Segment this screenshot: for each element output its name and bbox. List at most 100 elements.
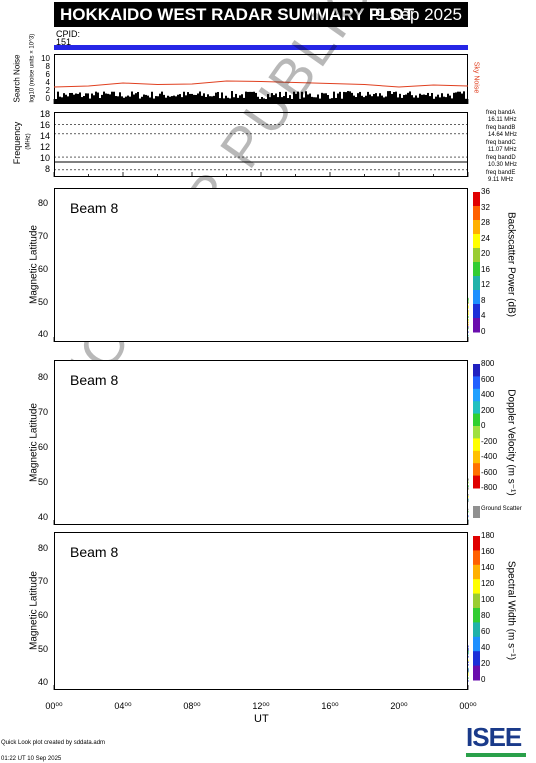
search-noise-bar — [61, 97, 63, 103]
colorbar-segment — [473, 290, 480, 305]
search-noise-bar — [339, 91, 341, 103]
search-noise-bar — [293, 91, 295, 103]
search-noise-bar — [449, 95, 451, 103]
search-noise-bar — [305, 91, 307, 103]
colorbar-tick-label: 0 — [481, 327, 485, 336]
colorbar-segment — [473, 579, 480, 595]
colorbar-tick-label: 140 — [481, 563, 494, 572]
search-noise-bar — [323, 93, 325, 103]
search-noise-bar — [423, 94, 425, 103]
search-noise-bar — [149, 97, 151, 103]
frequency-tick-label: 14 — [30, 131, 50, 141]
noise-tick-label: 6 — [30, 70, 50, 79]
search-noise-bar — [103, 91, 105, 103]
search-noise-bar — [177, 94, 179, 103]
colorbar-tick-label: 16 — [481, 265, 490, 274]
search-noise-bar — [227, 97, 229, 103]
colorbar-segment — [473, 318, 480, 333]
search-noise-bar — [159, 93, 161, 103]
colorbar-segment — [473, 234, 480, 249]
search-noise-bar — [185, 95, 187, 103]
search-noise-bar — [77, 93, 79, 103]
search-noise-bar — [239, 95, 241, 103]
search-noise-bar — [181, 97, 183, 103]
search-noise-bar — [267, 94, 269, 103]
search-noise-bar — [167, 95, 169, 103]
search-noise-bar — [441, 93, 443, 103]
latitude-tick-label: 70 — [28, 407, 48, 417]
colorbar-segment — [473, 262, 480, 277]
search-noise-bar — [111, 91, 113, 103]
search-noise-bar — [401, 97, 403, 103]
search-noise-bar — [243, 97, 245, 103]
search-noise-bar — [461, 93, 463, 103]
band-name: freq bandA — [486, 110, 515, 117]
search-noise-bar — [395, 91, 397, 103]
colorbar-tick-label: -800 — [481, 483, 497, 492]
search-noise-bar — [89, 98, 91, 103]
colorbar-segment — [473, 413, 480, 427]
search-noise-bar — [123, 97, 125, 103]
search-noise-bar — [327, 95, 329, 103]
search-noise-bar — [147, 95, 149, 103]
colorbar-segment — [473, 388, 480, 402]
search-noise-bar — [151, 91, 153, 103]
search-noise-bar — [69, 92, 71, 103]
noise-tick-label: 2 — [30, 86, 50, 95]
colorbar-segment — [473, 593, 480, 609]
latitude-tick-label: 50 — [28, 477, 48, 487]
search-noise-bar — [75, 93, 77, 103]
search-noise-bar — [125, 96, 127, 103]
search-noise-bar — [91, 93, 93, 103]
search-noise-bar — [397, 97, 399, 103]
colorbar-segment — [473, 636, 480, 652]
search-noise-bar — [325, 93, 327, 103]
search-noise-bar — [385, 96, 387, 103]
search-noise-bar — [447, 93, 449, 103]
search-noise-bar — [297, 91, 299, 103]
search-noise-bar — [275, 93, 277, 103]
cpid-value: 151 — [56, 37, 71, 47]
search-noise-bar — [249, 91, 251, 103]
search-noise-bar — [313, 97, 315, 103]
search-noise-bar — [445, 97, 447, 103]
search-noise-bar — [459, 91, 461, 103]
search-noise-bar — [363, 97, 365, 103]
x-tick-label: 00⁰⁰ — [456, 701, 480, 712]
search-noise-bar — [55, 98, 57, 103]
search-noise-bar — [279, 91, 281, 103]
search-noise-bar — [157, 96, 159, 103]
search-noise-bar — [189, 93, 191, 103]
search-noise-bar — [99, 98, 101, 103]
latitude-tick-label: 40 — [28, 512, 48, 522]
search-noise-bar — [427, 92, 429, 103]
search-noise-bar — [289, 95, 291, 103]
search-noise-bar — [439, 97, 441, 103]
colorbar-tick-label: 8 — [481, 296, 485, 305]
search-noise-bar — [365, 95, 367, 103]
latitude-tick-label: 80 — [28, 543, 48, 553]
search-noise-bar — [357, 93, 359, 103]
search-noise-bar — [215, 92, 217, 103]
search-noise-bar — [127, 95, 129, 103]
x-axis-label: UT — [254, 713, 269, 725]
colorbar-segment — [473, 206, 480, 221]
search-noise-bar — [399, 93, 401, 103]
noise-tick-label: 0 — [30, 94, 50, 103]
data-panel — [54, 532, 468, 690]
search-noise-bar — [361, 95, 363, 103]
search-noise-bar — [161, 91, 163, 103]
search-noise-bar — [95, 91, 97, 103]
search-noise-bar — [405, 94, 407, 103]
frequency-tick-label: 10 — [30, 153, 50, 163]
search-noise-bar — [421, 94, 423, 103]
search-noise-bar — [443, 96, 445, 103]
search-noise-bar — [271, 93, 273, 103]
colorbar-tick-label: 60 — [481, 627, 490, 636]
data-panel — [54, 360, 468, 525]
x-tick-label: 16⁰⁰ — [318, 701, 342, 712]
latitude-tick-label: 60 — [28, 442, 48, 452]
colorbar-label: Spectral Width (m s⁻¹) — [506, 536, 517, 686]
colorbar-segment — [473, 438, 480, 452]
search-noise-bar — [179, 94, 181, 103]
